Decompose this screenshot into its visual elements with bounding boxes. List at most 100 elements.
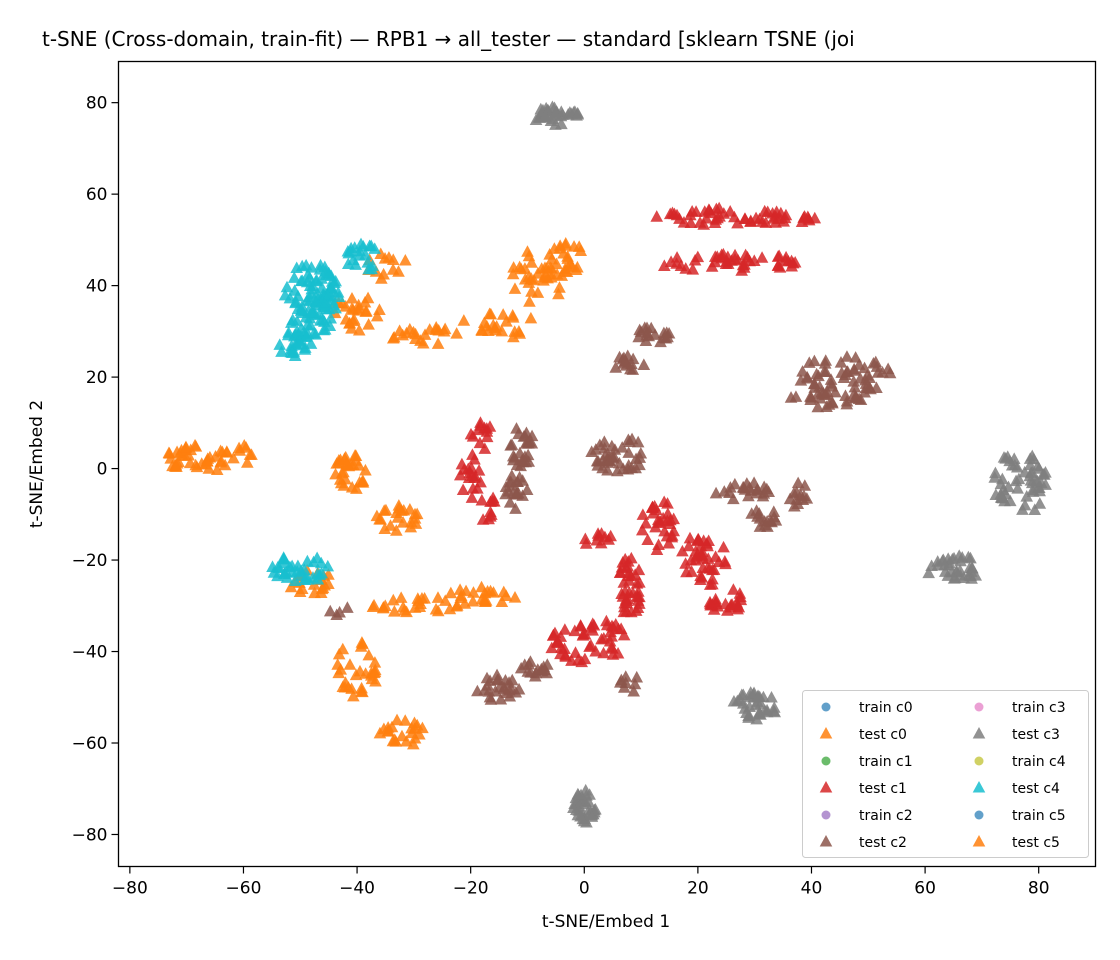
point — [642, 329, 656, 342]
point — [499, 673, 512, 686]
point — [474, 416, 487, 428]
point — [538, 109, 552, 122]
point — [605, 641, 618, 653]
point — [622, 446, 635, 458]
point — [617, 628, 631, 641]
point — [323, 604, 337, 617]
point — [703, 595, 717, 608]
point — [1023, 458, 1037, 471]
point — [637, 358, 651, 370]
point — [586, 617, 600, 629]
point — [484, 584, 497, 597]
point — [538, 261, 552, 273]
point — [475, 493, 489, 506]
point — [631, 435, 645, 448]
point — [694, 573, 707, 585]
point — [640, 321, 654, 334]
axes: −80 −60 −40 −20 0 20 40 60 80 −80 −60 −40 −20 0 20 40 60… — [72, 94, 1050, 899]
y-tick-label: 20 — [86, 368, 108, 388]
point — [359, 463, 372, 476]
point — [708, 255, 722, 268]
point — [778, 211, 792, 224]
point — [881, 362, 895, 375]
point — [571, 107, 585, 120]
point — [241, 456, 254, 468]
point — [558, 623, 572, 635]
point — [304, 306, 318, 318]
point — [676, 544, 689, 557]
x-tick-label: −20 — [453, 879, 489, 899]
point — [295, 303, 308, 316]
point — [559, 650, 572, 662]
point — [952, 549, 966, 561]
point — [784, 391, 798, 403]
point — [731, 216, 744, 229]
point — [504, 475, 518, 488]
point — [388, 605, 401, 617]
point — [456, 483, 470, 496]
point — [577, 627, 590, 640]
point — [723, 486, 736, 498]
point — [478, 442, 492, 454]
point — [508, 591, 522, 603]
point — [733, 587, 747, 599]
point — [1011, 482, 1024, 494]
point — [794, 374, 808, 386]
point — [522, 657, 536, 670]
point — [321, 559, 335, 572]
point — [631, 594, 645, 606]
point — [408, 512, 422, 524]
point — [288, 574, 302, 586]
point — [938, 558, 951, 571]
point — [818, 357, 832, 369]
point — [523, 295, 536, 307]
legend-label: train c1 — [859, 754, 913, 770]
point — [567, 240, 581, 252]
point — [839, 368, 852, 380]
point — [386, 331, 400, 344]
point — [728, 477, 742, 490]
point — [377, 722, 391, 735]
point — [582, 795, 596, 808]
legend-label: test c3 — [1012, 727, 1060, 743]
point — [749, 698, 763, 711]
point — [308, 586, 321, 599]
point — [712, 555, 726, 568]
point — [288, 284, 301, 296]
point — [517, 430, 531, 442]
point — [711, 211, 724, 224]
point — [626, 586, 640, 599]
point — [751, 482, 764, 495]
point — [374, 247, 388, 259]
point — [332, 647, 346, 660]
plot-frame — [117, 60, 1097, 868]
point — [473, 436, 487, 449]
point — [657, 326, 671, 339]
legend-marker — [972, 835, 986, 847]
point — [870, 381, 883, 394]
point — [824, 373, 838, 385]
legend-label: train c0 — [859, 700, 913, 716]
point — [584, 638, 598, 651]
point — [988, 471, 1002, 483]
y-tick-label: −40 — [72, 643, 108, 663]
point — [665, 529, 679, 541]
point — [379, 503, 393, 516]
point — [689, 544, 703, 557]
point — [392, 265, 405, 277]
y-tick-label: −60 — [72, 734, 108, 754]
point — [703, 578, 717, 590]
point — [545, 641, 559, 654]
x-tick-label: −80 — [112, 879, 148, 899]
point — [946, 552, 959, 565]
point — [510, 422, 523, 434]
point — [773, 261, 787, 273]
point — [483, 307, 496, 320]
x-tick-label: 80 — [1028, 879, 1050, 899]
point — [825, 395, 839, 408]
point — [293, 585, 307, 597]
legend-label: train c4 — [1012, 754, 1066, 770]
point — [277, 552, 290, 565]
point — [760, 515, 774, 527]
point — [352, 302, 366, 314]
